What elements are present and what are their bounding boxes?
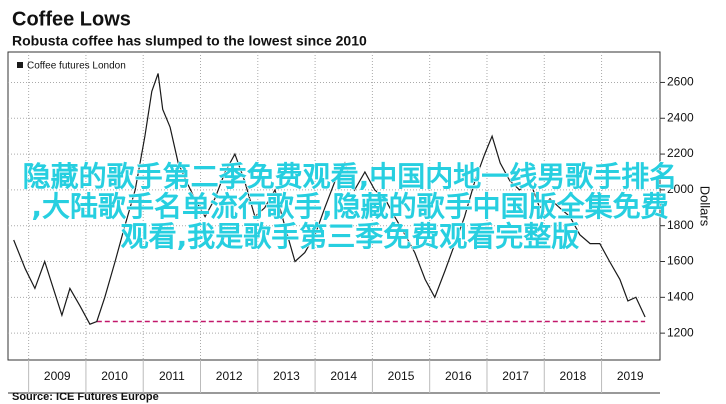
x-tick-label: 2018 xyxy=(560,369,587,383)
y-tick-label: 1200 xyxy=(667,325,694,339)
series-line xyxy=(13,73,646,325)
y-axis-label: Dollars xyxy=(698,186,713,227)
x-tick-label: 2013 xyxy=(273,369,300,383)
x-tick-label: 2011 xyxy=(159,369,185,383)
y-tick-label: 2600 xyxy=(667,75,694,89)
x-tick-label: 2017 xyxy=(502,369,529,383)
y-tick-label: 2400 xyxy=(667,110,694,124)
chart-title: Coffee Lows xyxy=(12,8,131,30)
x-tick-label: 2019 xyxy=(617,369,644,383)
plot-frame xyxy=(7,51,661,361)
x-tick-label: 2012 xyxy=(216,369,243,383)
x-tick-label: 2016 xyxy=(445,369,472,383)
y-tick-label: 1800 xyxy=(667,218,694,232)
y-tick-label: 1400 xyxy=(667,289,694,303)
x-tick-label: 2009 xyxy=(44,369,71,383)
y-tick-label: 2000 xyxy=(667,182,694,196)
x-tick-label: 2014 xyxy=(330,369,357,383)
y-tick-label: 2200 xyxy=(667,146,694,160)
overlay-text: 隐藏的歌手第二季免费观看,中国内地一线男歌手排名 xyxy=(23,160,678,193)
source: Source: ICE Futures Europe xyxy=(12,391,159,403)
legend-swatch xyxy=(17,62,23,68)
y-tick-label: 1600 xyxy=(667,254,694,268)
chart-subtitle: Robusta coffee has slumped to the lowest… xyxy=(12,33,367,49)
legend-label: Coffee futures London xyxy=(27,61,126,72)
x-tick-label: 2015 xyxy=(388,369,415,383)
overlay-text: 观看,我是歌手第三季免费观看完整版 xyxy=(121,220,580,253)
x-tick-label: 2010 xyxy=(101,369,128,383)
overlay-text: ,大陆歌手名单流行歌手,隐藏的歌手中国版全集免费 xyxy=(31,190,668,223)
